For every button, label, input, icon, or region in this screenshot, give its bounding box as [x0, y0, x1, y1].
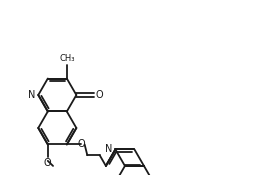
Text: O: O — [44, 158, 52, 168]
Text: O: O — [96, 90, 103, 100]
Text: N: N — [28, 90, 35, 100]
Text: N: N — [105, 144, 112, 154]
Text: CH₃: CH₃ — [59, 54, 75, 63]
Text: O: O — [77, 139, 85, 149]
